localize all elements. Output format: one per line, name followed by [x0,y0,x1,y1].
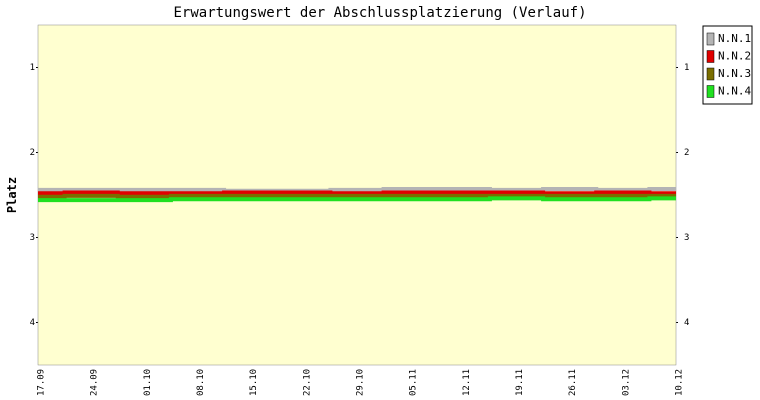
y-tick-label: 3 [30,233,35,243]
y-axis-label: Platz [5,177,19,213]
x-tick-label: 22.10 [302,369,312,396]
legend-label: N.N.2 [718,50,751,63]
legend-swatch [706,67,715,81]
y2-tick-label: 3 [684,233,689,243]
series-line [38,193,676,199]
y-tick-label: 4 [30,318,35,328]
x-tick-label: 24.09 [90,369,100,396]
y2-tick-label: 1 [684,63,689,73]
chart-title: Erwartungswert der Abschlussplatzierung … [173,5,586,21]
legend-swatch [706,85,715,98]
x-tick-label: 10.12 [675,369,685,396]
x-tick-label: 17.09 [37,369,47,396]
x-tick-label: 03.12 [621,369,631,396]
legend-label: N.N.4 [718,85,751,98]
x-tick-label: 12.11 [462,369,472,396]
legend-label: N.N.1 [718,32,751,45]
x-tick-label: 01.10 [143,369,153,396]
legend-label: N.N.3 [718,67,751,80]
series-line [38,196,676,203]
y2-tick-label: 4 [684,318,689,328]
legend-swatch [706,32,715,46]
x-tick-label: 26.11 [568,369,578,396]
x-tick-label: 08.10 [196,369,206,396]
y-tick-label: 1 [30,63,35,73]
legend-swatch [706,50,715,63]
x-tick-label: 19.11 [515,369,525,396]
x-tick-label: 05.11 [409,369,419,396]
series-line [38,190,676,196]
y2-tick-label: 2 [684,148,689,158]
series-line [38,187,676,193]
x-tick-label: 15.10 [249,369,259,396]
x-tick-label: 29.10 [356,369,366,396]
y-tick-label: 2 [30,148,35,158]
